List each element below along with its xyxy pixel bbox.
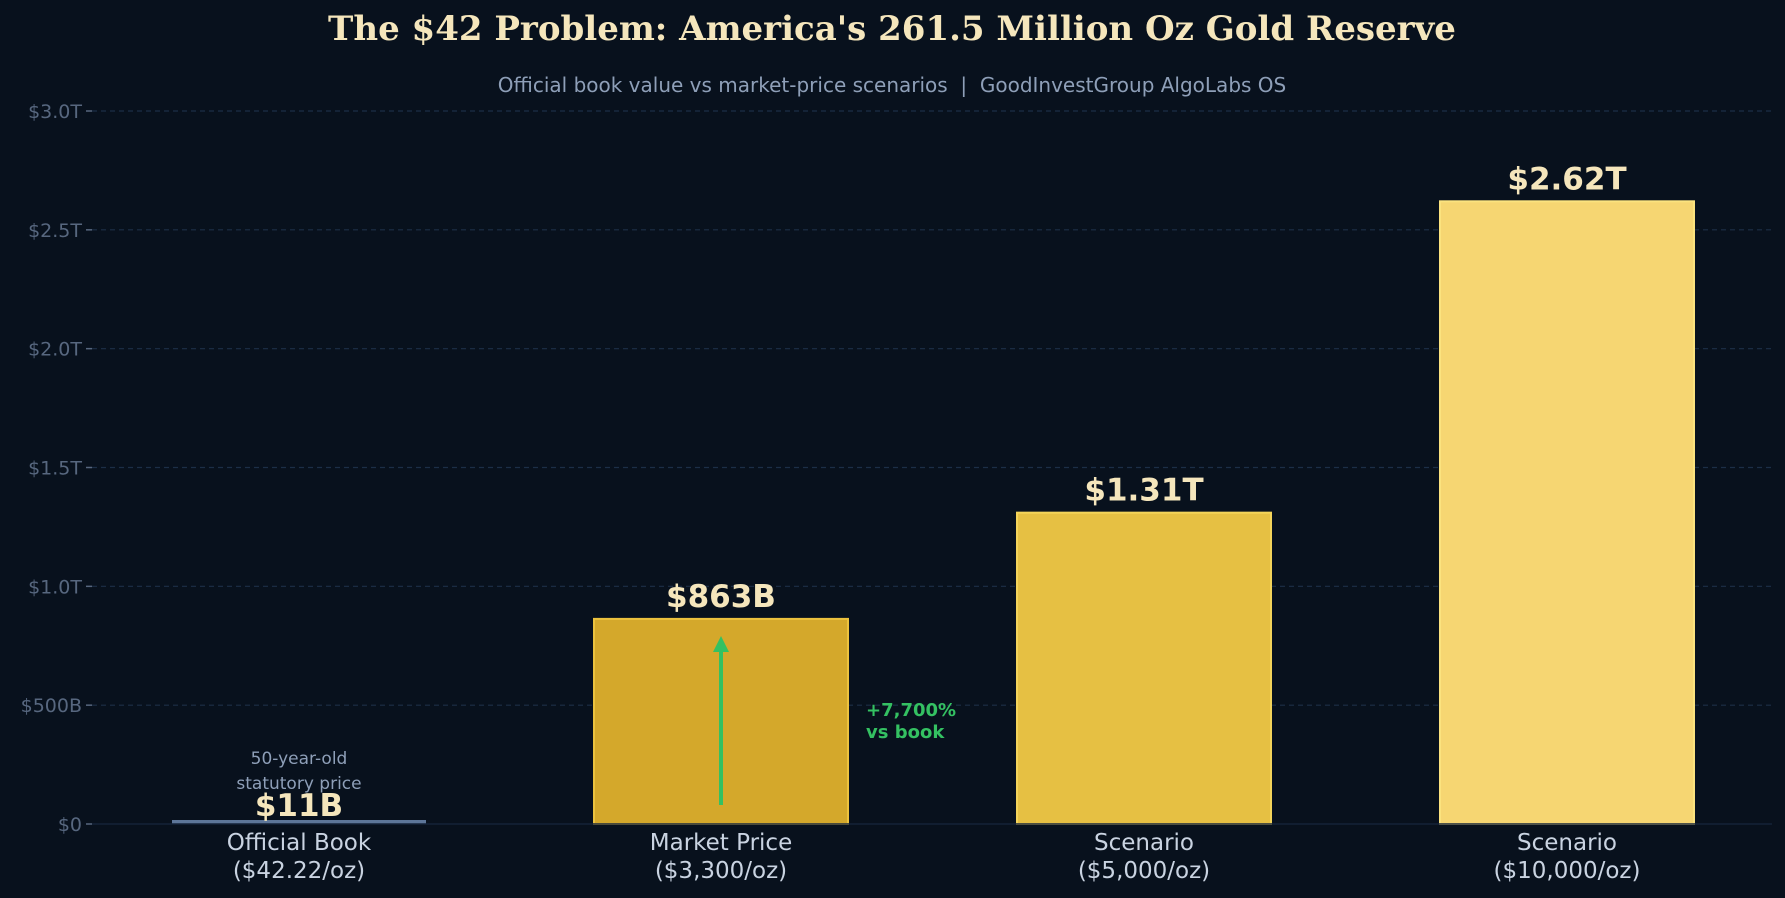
chart-subtitle: Official book value vs market-price scen… xyxy=(498,73,1286,97)
y-tick-label: $0 xyxy=(58,814,82,836)
data-label: $11B xyxy=(255,788,343,824)
book-note-line: statutory price xyxy=(236,774,361,794)
data-labels: $11B $863B $1.31T $2.62T xyxy=(255,161,1627,824)
data-label: $1.31T xyxy=(1084,473,1203,509)
chart-title: The $42 Problem: America's 261.5 Million… xyxy=(328,9,1456,49)
increase-label-line: vs book xyxy=(866,722,945,743)
annotations: 50-year-old statutory price +7,700% vs book xyxy=(236,636,956,805)
x-tick-label-line: ($3,300/oz) xyxy=(655,858,787,884)
y-tick-label: $2.0T xyxy=(28,339,82,361)
y-tick-label: $1.0T xyxy=(28,576,82,598)
x-tick-label-line: ($5,000/oz) xyxy=(1078,858,1210,884)
bar xyxy=(1439,200,1695,825)
book-note-annotation: 50-year-old statutory price xyxy=(236,749,361,794)
x-tick-label-line: ($10,000/oz) xyxy=(1494,858,1641,884)
x-tick-label-line: Official Book xyxy=(227,830,372,856)
data-label: $863B xyxy=(666,579,776,615)
x-axis: Official Book ($42.22/oz) Market Price ($3,… xyxy=(92,823,1772,884)
x-tick-label: Market Price ($3,300/oz) xyxy=(650,830,792,884)
increase-arrow-head xyxy=(713,636,729,652)
x-tick-label-line: Scenario xyxy=(1094,830,1194,856)
bar xyxy=(1016,511,1272,825)
data-label: $2.62T xyxy=(1507,161,1626,197)
y-tick-label: $1.5T xyxy=(28,458,82,480)
increase-label-line: +7,700% xyxy=(866,700,956,721)
book-note-line: 50-year-old xyxy=(251,749,348,769)
x-tick-label-line: Scenario xyxy=(1517,830,1617,856)
bar xyxy=(172,820,426,824)
x-tick-label-line: ($42.22/oz) xyxy=(233,858,365,884)
y-axis: $0 $500B $1.0T $1.5T $2.0T $2.5T $3.0T xyxy=(21,101,92,836)
x-tick-label: Official Book ($42.22/oz) xyxy=(227,830,372,884)
x-tick-label: Scenario ($10,000/oz) xyxy=(1494,830,1641,884)
increase-label: +7,700% vs book xyxy=(866,700,956,743)
bars xyxy=(172,200,1695,826)
y-tick-label: $2.5T xyxy=(28,220,82,242)
gridlines xyxy=(92,110,1772,706)
y-tick-label: $500B xyxy=(21,695,82,717)
x-tick-label-line: Market Price xyxy=(650,830,792,856)
x-tick-label: Scenario ($5,000/oz) xyxy=(1078,830,1210,884)
y-tick-label: $3.0T xyxy=(28,101,82,123)
